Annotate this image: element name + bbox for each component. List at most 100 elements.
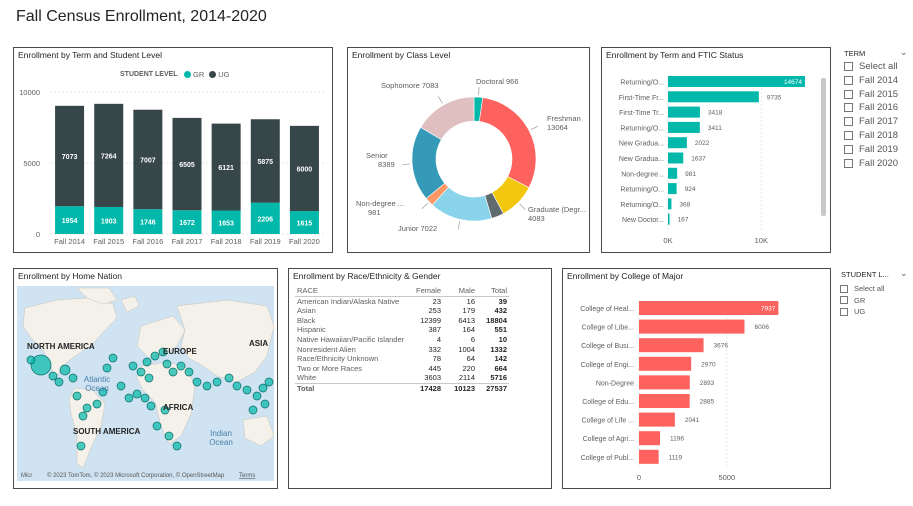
checkbox[interactable] bbox=[840, 284, 848, 293]
female-cell: 23 bbox=[432, 296, 441, 306]
college-bar bbox=[639, 356, 692, 371]
ug-data-label: 6121 bbox=[218, 165, 234, 172]
table-row[interactable]: Native Hawaiian/Pacific Islander 4 6 10 bbox=[295, 335, 509, 345]
ftic-chart-panel[interactable]: Enrollment by Term and FTIC Status 0K 10K… bbox=[601, 47, 831, 253]
data-label: 3411 bbox=[708, 125, 722, 132]
checkbox[interactable] bbox=[840, 307, 848, 316]
college-bar bbox=[639, 319, 745, 334]
level-chart-panel[interactable]: Enrollment by Term and Student Level STU… bbox=[13, 47, 333, 253]
donut-leader-line bbox=[457, 221, 461, 230]
country-bubble bbox=[158, 347, 168, 357]
table-row[interactable]: Hispanic 387 164 551 bbox=[295, 325, 509, 335]
ftic-bar bbox=[668, 152, 684, 164]
x-tick-label: Fall 2015 bbox=[93, 237, 124, 246]
total-header[interactable]: Total bbox=[477, 286, 509, 297]
table-row[interactable]: Asian 253 179 432 bbox=[295, 306, 509, 316]
donut-data-label: 13064 bbox=[547, 123, 568, 132]
country-bubble bbox=[26, 355, 36, 365]
term-option[interactable]: Fall 2016 bbox=[844, 102, 898, 113]
donut-data-label: 8389 bbox=[378, 160, 395, 169]
chevron-down-icon[interactable]: ⌄ bbox=[900, 47, 908, 57]
table-total-row[interactable]: Total 17428 10123 27537 bbox=[295, 382, 509, 394]
table-row[interactable]: Race/Ethnicity Unknown 78 64 142 bbox=[295, 354, 509, 364]
term-option[interactable]: Fall 2020 bbox=[844, 158, 898, 169]
level-option[interactable]: UG bbox=[840, 307, 865, 316]
country-bubble bbox=[59, 364, 71, 376]
donut-leader-line bbox=[438, 96, 443, 104]
gr-bar bbox=[289, 211, 319, 234]
term-option[interactable]: Fall 2014 bbox=[844, 75, 898, 86]
y-tick-label: 0 bbox=[36, 230, 40, 239]
total-cell: 27537 bbox=[477, 382, 509, 394]
x-tick-label: Fall 2018 bbox=[211, 237, 242, 246]
student-level-slicer[interactable]: STUDENT L... ⌄ bbox=[840, 268, 910, 328]
level-chart-svg: 10000 5000 0 1954 7073 Fall 2014 1903 7264 Fall … bbox=[19, 88, 324, 246]
data-label: 2041 bbox=[685, 417, 700, 424]
class-chart-panel[interactable]: Enrollment by Class Level Doctoral 966 Fr… bbox=[347, 47, 590, 253]
term-slicer[interactable]: TERM ⌄ bbox=[842, 47, 908, 177]
gr-data-label: 1746 bbox=[140, 220, 156, 227]
category-label: Returning/O... bbox=[620, 202, 664, 209]
college-bar bbox=[639, 394, 690, 408]
checkbox[interactable] bbox=[844, 117, 853, 127]
category-label: College of Edu... bbox=[582, 399, 634, 406]
category-label: College of Publ... bbox=[581, 455, 634, 462]
country-bubble bbox=[76, 441, 86, 451]
level-option-label: UG bbox=[854, 307, 866, 316]
ug-data-label: 7073 bbox=[62, 154, 78, 161]
donut-slice bbox=[479, 97, 537, 189]
checkbox[interactable] bbox=[844, 75, 853, 85]
category-label: College of Heal... bbox=[580, 306, 634, 313]
checkbox[interactable] bbox=[844, 103, 853, 113]
total-cell: 1332 bbox=[490, 344, 507, 354]
checkbox[interactable] bbox=[844, 158, 853, 168]
table-row[interactable]: Black 12399 6413 18804 bbox=[295, 316, 509, 326]
total-cell: 10 bbox=[498, 334, 507, 344]
term-option-label: Fall 2018 bbox=[859, 130, 899, 141]
level-option[interactable]: Select all bbox=[840, 284, 884, 293]
term-option[interactable]: Select all bbox=[844, 61, 898, 72]
term-option[interactable]: Fall 2018 bbox=[844, 130, 898, 141]
college-chart-panel[interactable]: Enrollment by College of Major 0 5000 Coll… bbox=[562, 268, 831, 489]
country-bubble bbox=[132, 389, 142, 399]
female-header[interactable]: Female bbox=[411, 286, 443, 297]
level-option[interactable]: GR bbox=[840, 296, 865, 305]
category-label: College of Agri... bbox=[583, 436, 634, 443]
checkbox[interactable] bbox=[844, 62, 853, 71]
term-option[interactable]: Fall 2017 bbox=[844, 116, 898, 127]
table-row[interactable]: Two or More Races 445 220 664 bbox=[295, 364, 509, 374]
college-bar bbox=[639, 375, 690, 390]
term-option[interactable]: Fall 2019 bbox=[844, 144, 898, 155]
table-row[interactable]: White 3603 2114 5716 bbox=[295, 373, 509, 383]
checkbox[interactable] bbox=[844, 131, 853, 140]
ug-data-label: 6505 bbox=[179, 162, 195, 169]
table-row[interactable]: Nonresident Alien 332 1004 1332 bbox=[295, 345, 509, 355]
gr-bar bbox=[94, 206, 124, 234]
ocean-label: Indian bbox=[210, 429, 232, 438]
checkbox[interactable] bbox=[844, 89, 853, 99]
checkbox[interactable] bbox=[840, 296, 848, 304]
checkbox[interactable] bbox=[844, 144, 853, 154]
donut-data-label: Doctoral 966 bbox=[476, 77, 519, 86]
chevron-down-icon[interactable]: ⌄ bbox=[900, 268, 908, 278]
world-map[interactable]: NORTH AMERICA EUROPE ASIA Atlantic Ocean AFRI… bbox=[17, 286, 274, 481]
data-label: 3676 bbox=[714, 343, 729, 350]
y-tick-label: 5000 bbox=[23, 159, 40, 168]
male-cell: 16 bbox=[466, 296, 475, 306]
ftic-scrollbar[interactable] bbox=[821, 78, 826, 216]
race-header[interactable]: RACE bbox=[295, 286, 411, 297]
nation-map-panel[interactable]: Enrollment by Home Nation NORTH AMERICA E… bbox=[13, 268, 278, 489]
level-option-label: GR bbox=[854, 295, 866, 305]
male-header[interactable]: Male bbox=[443, 286, 477, 297]
level-legend[interactable]: GR UG bbox=[184, 70, 230, 79]
college-bar bbox=[639, 412, 675, 427]
race-table-panel[interactable]: Enrollment by Race/Ethnicity & Gender RA… bbox=[288, 268, 552, 489]
table-row[interactable]: American Indian/Alaska Native 23 16 39 bbox=[295, 296, 509, 306]
land-shape bbox=[76, 287, 118, 305]
category-label: College of Libe... bbox=[581, 325, 634, 332]
ftic-chart-title: Enrollment by Term and FTIC Status bbox=[606, 50, 744, 60]
total-cell: 18804 bbox=[486, 315, 507, 325]
term-option[interactable]: Fall 2015 bbox=[844, 89, 898, 100]
data-label: 2970 bbox=[701, 361, 716, 368]
gr-bar bbox=[250, 202, 280, 234]
